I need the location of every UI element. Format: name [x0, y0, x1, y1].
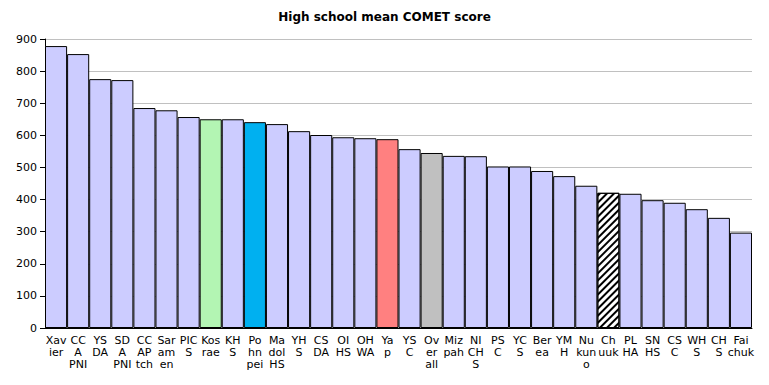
svg-text:100: 100	[16, 289, 37, 302]
svg-text:o: o	[583, 358, 590, 371]
svg-text:pei: pei	[246, 358, 263, 371]
svg-text:0: 0	[30, 322, 37, 335]
svg-text:CC: CC	[70, 333, 86, 347]
svg-text:rae: rae	[202, 346, 220, 359]
svg-text:dol: dol	[268, 345, 286, 359]
svg-text:p: p	[384, 346, 391, 359]
svg-text:Fai: Fai	[733, 333, 749, 347]
svg-text:pah: pah	[443, 346, 464, 359]
svg-text:S: S	[715, 346, 722, 359]
svg-text:ier: ier	[49, 346, 64, 359]
svg-text:HS: HS	[336, 346, 351, 359]
svg-text:200: 200	[16, 257, 37, 270]
svg-text:700: 700	[16, 97, 37, 110]
svg-text:YH: YH	[291, 333, 307, 347]
svg-text:hn: hn	[247, 345, 262, 359]
svg-text:500: 500	[16, 161, 37, 174]
svg-text:S: S	[229, 346, 236, 359]
svg-text:YC: YC	[513, 333, 527, 347]
svg-text:all: all	[425, 358, 438, 371]
svg-text:Po: Po	[248, 333, 262, 347]
svg-text:PNI: PNI	[113, 358, 131, 371]
svg-text:WH: WH	[687, 333, 707, 347]
svg-text:400: 400	[16, 193, 37, 206]
svg-text:DA: DA	[92, 346, 108, 359]
svg-text:NI: NI	[470, 333, 482, 347]
svg-text:YM: YM	[556, 333, 573, 347]
svg-text:SD: SD	[114, 333, 131, 347]
svg-text:H: H	[560, 346, 568, 359]
svg-text:HS: HS	[269, 358, 284, 371]
svg-text:High school mean COMET score: High school mean COMET score	[278, 10, 491, 24]
svg-text:CH: CH	[710, 333, 727, 347]
svg-text:en: en	[160, 358, 174, 371]
svg-text:CS: CS	[667, 333, 682, 347]
svg-text:tch: tch	[136, 358, 153, 371]
svg-text:am: am	[157, 345, 176, 359]
svg-text:CS: CS	[313, 333, 329, 347]
svg-text:chuk: chuk	[728, 346, 755, 359]
svg-text:C: C	[494, 346, 502, 359]
svg-text:OH: OH	[356, 333, 374, 347]
svg-text:S: S	[517, 346, 524, 359]
svg-text:Kos: Kos	[201, 333, 221, 347]
svg-text:kun: kun	[576, 345, 597, 359]
svg-text:Ya: Ya	[381, 333, 394, 347]
svg-text:HS: HS	[645, 346, 660, 359]
svg-text:Ma: Ma	[268, 333, 286, 347]
svg-text:Sar: Sar	[157, 333, 176, 347]
svg-text:YS: YS	[93, 333, 108, 347]
svg-text:Nu: Nu	[578, 333, 594, 347]
svg-text:YS: YS	[402, 333, 417, 347]
svg-text:er: er	[426, 345, 438, 359]
svg-text:ea: ea	[535, 346, 549, 359]
svg-text:Miz: Miz	[444, 333, 463, 347]
svg-text:PS: PS	[491, 333, 505, 347]
svg-text:Ber: Ber	[532, 333, 552, 347]
svg-text:KH: KH	[225, 333, 241, 347]
svg-text:CH: CH	[467, 345, 484, 359]
svg-text:uuk: uuk	[598, 346, 619, 359]
svg-text:SN: SN	[645, 333, 661, 347]
svg-text:CC: CC	[136, 333, 153, 347]
svg-text:Ch: Ch	[601, 333, 616, 347]
svg-text:S: S	[472, 358, 479, 371]
svg-text:C: C	[671, 346, 679, 359]
svg-text:A: A	[118, 345, 127, 359]
svg-text:DA: DA	[313, 346, 329, 359]
svg-text:S: S	[185, 346, 192, 359]
svg-text:C: C	[406, 346, 414, 359]
svg-text:S: S	[693, 346, 700, 359]
svg-text:900: 900	[16, 33, 37, 46]
svg-text:S: S	[296, 346, 303, 359]
svg-text:Ov: Ov	[424, 333, 440, 347]
svg-text:WA: WA	[356, 346, 374, 359]
svg-text:OI: OI	[337, 333, 350, 347]
svg-text:800: 800	[16, 65, 37, 78]
svg-text:PL: PL	[624, 333, 637, 347]
svg-text:Xav: Xav	[45, 333, 67, 347]
svg-text:PNI: PNI	[69, 358, 87, 371]
svg-text:HA: HA	[623, 346, 639, 359]
svg-text:PIC: PIC	[179, 333, 198, 347]
svg-text:300: 300	[16, 225, 37, 238]
svg-text:A: A	[74, 345, 82, 359]
svg-text:600: 600	[16, 129, 37, 142]
svg-text:AP: AP	[137, 345, 152, 359]
